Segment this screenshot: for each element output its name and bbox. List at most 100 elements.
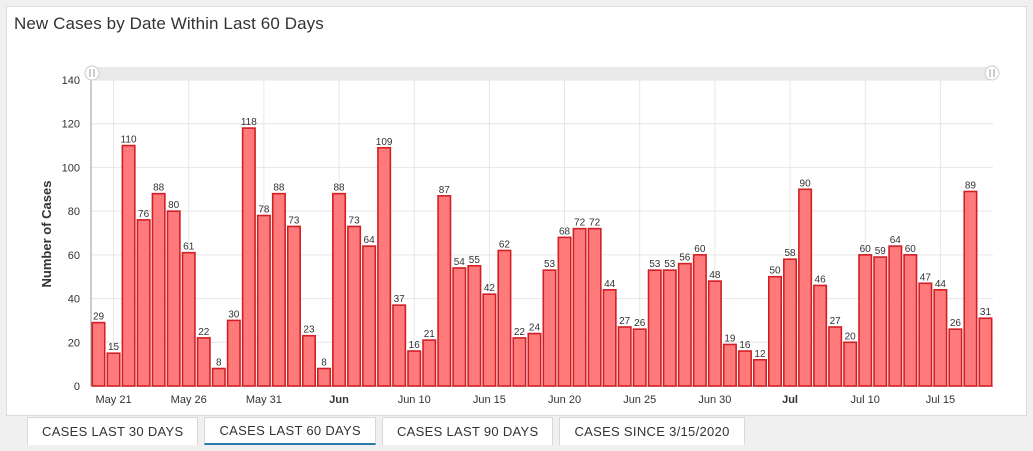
bar[interactable] [286,225,301,387]
bar[interactable] [662,269,677,387]
bar[interactable] [557,236,572,387]
bar-value-label: 76 [138,209,150,220]
bar-value-label: 60 [694,244,706,255]
x-tick-label: Jun 10 [398,394,431,406]
bar[interactable] [677,262,692,387]
bar[interactable] [632,328,647,387]
bar[interactable] [151,192,166,387]
bar[interactable] [482,293,497,387]
bar[interactable] [572,227,587,387]
bar[interactable] [256,214,271,387]
bar[interactable] [527,332,542,387]
range-slider-track[interactable] [92,67,992,80]
bar[interactable] [692,254,707,387]
bar[interactable] [798,188,813,387]
bar[interactable] [888,245,903,387]
bar[interactable] [196,337,211,387]
bar[interactable] [843,341,858,387]
bar[interactable] [392,304,407,387]
y-axis-ticks: 0 20 40 60 80 100 120 140 [62,75,80,393]
x-tick-label: Jun [329,394,349,406]
y-tick-label: 140 [62,75,80,87]
bar[interactable] [166,210,181,387]
bar-value-label: 24 [529,323,541,334]
bar[interactable] [91,321,106,387]
bar[interactable] [737,350,752,387]
bar[interactable] [752,358,767,387]
bar[interactable] [933,289,948,387]
range-slider-right-handle[interactable] [984,65,1000,81]
bar[interactable] [587,227,602,387]
bar[interactable] [963,190,978,387]
bar[interactable] [301,334,316,387]
bar[interactable] [767,275,783,387]
bar-value-label: 50 [769,266,781,277]
bar[interactable] [873,256,888,387]
bar-value-label: 118 [241,117,257,128]
bar[interactable] [121,144,136,387]
bar[interactable] [617,326,632,387]
x-tick-label: Jun 15 [473,394,506,406]
bar[interactable] [722,343,737,387]
bar[interactable] [813,284,828,387]
bar[interactable] [602,289,617,387]
bar[interactable] [918,282,933,387]
bar[interactable] [828,326,843,387]
y-tick-label: 100 [62,162,80,174]
bar-value-label: 27 [830,316,842,327]
bar[interactable] [271,192,286,387]
tab-bar: CASES LAST 30 DAYS CASES LAST 60 DAYS CA… [27,417,745,447]
bar[interactable] [783,258,798,387]
bar[interactable] [512,337,527,387]
bar[interactable] [422,339,437,387]
bar[interactable] [903,254,918,387]
bar[interactable] [858,254,873,387]
chart-bar-labels: 2915110768880612283011878887323888736410… [93,117,992,368]
bar[interactable] [497,249,512,387]
range-slider-left-handle[interactable] [84,65,100,81]
tab-cases-last-90-days[interactable]: CASES LAST 90 DAYS [381,417,554,445]
bar-value-label: 60 [905,244,917,255]
bar[interactable] [106,352,121,387]
bar-value-label: 29 [93,312,105,323]
bar[interactable] [211,367,226,387]
bar[interactable] [332,192,347,387]
bar-value-label: 88 [273,183,285,194]
bar-value-label: 16 [409,340,421,351]
y-axis-label: Number of Cases [39,181,54,288]
bar-value-label: 8 [321,358,327,369]
y-tick-label: 20 [68,337,80,349]
bar[interactable] [437,195,452,387]
bar[interactable] [377,146,392,387]
bar[interactable] [241,127,256,387]
tab-cases-since-3-15-2020[interactable]: CASES SINCE 3/15/2020 [559,417,745,445]
x-tick-label: Jul 15 [926,394,955,406]
bar-value-label: 72 [574,218,586,229]
range-slider[interactable] [84,65,1000,81]
bar[interactable] [226,319,241,387]
bar-value-label: 60 [860,244,872,255]
bar[interactable] [542,269,557,387]
bar-value-label: 19 [724,333,736,344]
bar[interactable] [181,251,196,387]
bar-value-label: 109 [376,137,393,148]
bar-value-label: 31 [980,307,992,318]
bar[interactable] [136,219,151,387]
bar-value-label: 8 [216,358,222,369]
x-axis-ticks: May 21 May 26 May 31 Jun Jun 10 Jun 15 Jun 20 J… [96,394,956,406]
bar[interactable] [362,245,377,387]
bar[interactable] [647,269,662,387]
bar[interactable] [948,328,963,387]
tab-cases-last-60-days[interactable]: CASES LAST 60 DAYS [204,417,376,445]
tab-cases-last-30-days[interactable]: CASES LAST 30 DAYS [27,417,199,445]
bar[interactable] [707,280,722,387]
bar-value-label: 44 [935,279,947,290]
bar[interactable] [467,264,482,387]
bar[interactable] [316,367,332,387]
bar[interactable] [978,317,993,387]
x-tick-label: May 31 [246,394,282,406]
bar[interactable] [407,350,422,387]
bar[interactable] [347,225,362,387]
bar[interactable] [452,267,467,387]
